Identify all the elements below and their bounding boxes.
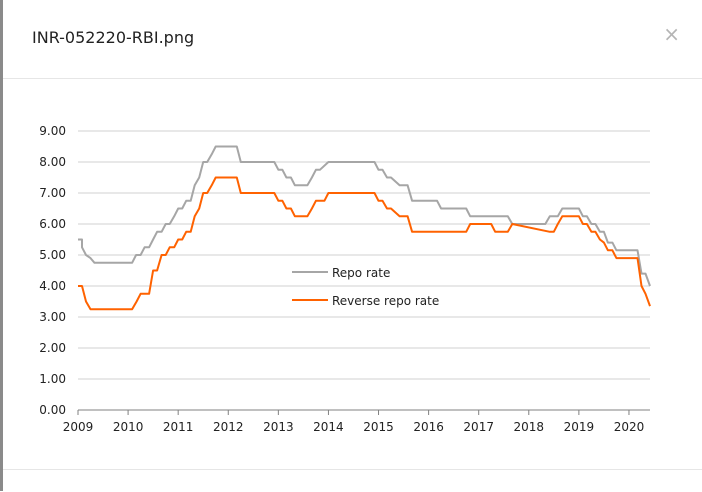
y-tick-label: 9.00 [39, 124, 66, 138]
chart-container: 0.00 1.00 2.00 3.00 4.00 5.00 6.00 7.00 8.00 9.00… [3, 79, 702, 469]
x-tick-label: 2014 [313, 420, 344, 434]
series-lines [78, 145, 651, 311]
x-tick-label: 2010 [113, 420, 144, 434]
left-edge [0, 0, 3, 491]
y-tick-label: 4.00 [39, 279, 66, 293]
x-axis: 2009 2010 2011 2012 2013 2014 2015 2016 2017 2018… [63, 410, 645, 434]
y-tick-label: 7.00 [39, 186, 66, 200]
dialog-header: INR-052220-RBI.png × [3, 0, 702, 79]
dialog-footer [3, 469, 702, 492]
y-tick-label: 1.00 [39, 372, 66, 386]
x-tick-label: 2019 [564, 420, 595, 434]
legend-label: Repo rate [332, 266, 390, 280]
legend: Repo rate Reverse repo rate [292, 266, 439, 308]
dialog-title: INR-052220-RBI.png [32, 28, 195, 47]
y-tick-label: 6.00 [39, 217, 66, 231]
x-tick-label: 2009 [63, 420, 94, 434]
y-tick-label: 5.00 [39, 248, 66, 262]
x-tick-label: 2017 [463, 420, 494, 434]
x-tick-label: 2011 [163, 420, 194, 434]
x-tick-label: 2012 [213, 420, 244, 434]
legend-label: Reverse repo rate [332, 294, 439, 308]
grid-lines [78, 130, 650, 411]
y-tick-label: 0.00 [39, 403, 66, 417]
repo-rate-line [78, 145, 651, 287]
x-tick-label: 2013 [263, 420, 294, 434]
rates-line-chart: 0.00 1.00 2.00 3.00 4.00 5.00 6.00 7.00 8.00 9.00… [39, 124, 651, 434]
x-tick-label: 2020 [614, 420, 645, 434]
reverse-repo-rate-line [78, 176, 651, 311]
x-tick-label: 2016 [413, 420, 444, 434]
x-tick-label: 2015 [363, 420, 394, 434]
close-icon[interactable]: × [663, 22, 680, 46]
y-tick-label: 8.00 [39, 155, 66, 169]
y-tick-label: 2.00 [39, 341, 66, 355]
x-tick-label: 2018 [514, 420, 545, 434]
y-tick-label: 3.00 [39, 310, 66, 324]
y-axis: 0.00 1.00 2.00 3.00 4.00 5.00 6.00 7.00 8.00 9.00 [39, 124, 66, 417]
